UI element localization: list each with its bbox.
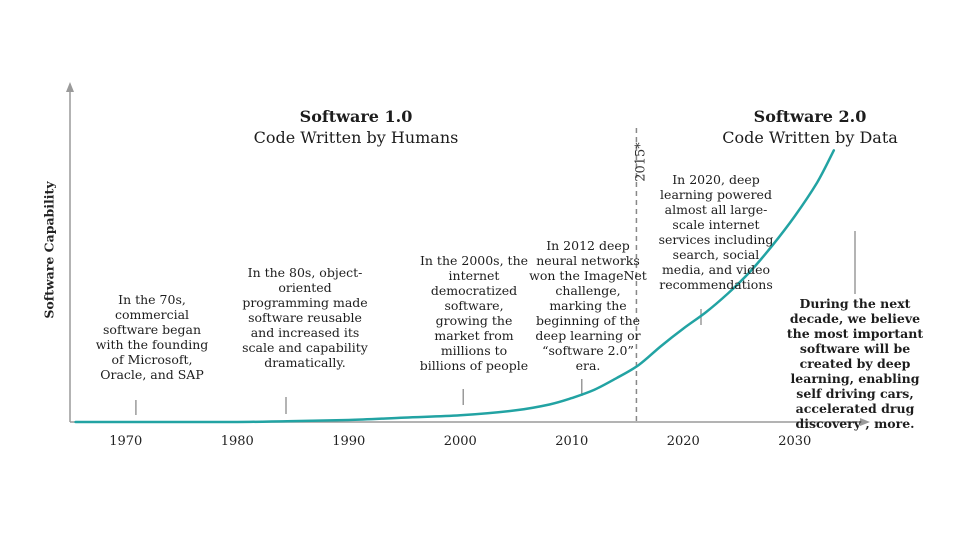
region-subtitle: Code Written by Data xyxy=(722,128,898,147)
annotation-1980s: In the 80s, object-oriented programming … xyxy=(242,265,368,370)
y-axis-label: Software Capability xyxy=(41,181,57,319)
x-tick-label-2030: 2030 xyxy=(778,434,811,449)
region-subtitle: Code Written by Humans xyxy=(253,128,459,147)
annotation-2020: In 2020, deep learning powered almost al… xyxy=(658,172,774,292)
x-tick-label-1980: 1980 xyxy=(221,434,254,449)
x-axis-arrowhead xyxy=(860,418,870,426)
divider-label: 2015* xyxy=(633,142,649,182)
y-axis-arrowhead xyxy=(66,82,74,92)
region-software-2: Software 2.0 Code Written by Data xyxy=(700,106,920,148)
annotation-2012: In 2012 deep neural networks won the Ima… xyxy=(529,238,647,373)
x-tick-label-2000: 2000 xyxy=(444,434,477,449)
annotation-2000s: In the 2000s, the internet democratized … xyxy=(419,253,529,373)
series-line-software-capability xyxy=(74,149,836,424)
annotation-next-decade: During the next decade, we believe the m… xyxy=(786,296,924,431)
x-tick-label-1970: 1970 xyxy=(109,434,142,449)
x-tick-label-1990: 1990 xyxy=(332,434,365,449)
x-tick-label-2020: 2020 xyxy=(667,434,700,449)
region-title: Software 1.0 xyxy=(299,107,413,126)
x-tick-label-2010: 2010 xyxy=(555,434,588,449)
region-software-1: Software 1.0 Code Written by Humans xyxy=(236,106,476,148)
region-title: Software 2.0 xyxy=(753,107,867,126)
x-tick-labels: 1970 1980 1990 2000 2010 2020 2030 xyxy=(109,434,811,449)
annotation-1970s: In the 70s, commercial software began wi… xyxy=(95,292,209,382)
